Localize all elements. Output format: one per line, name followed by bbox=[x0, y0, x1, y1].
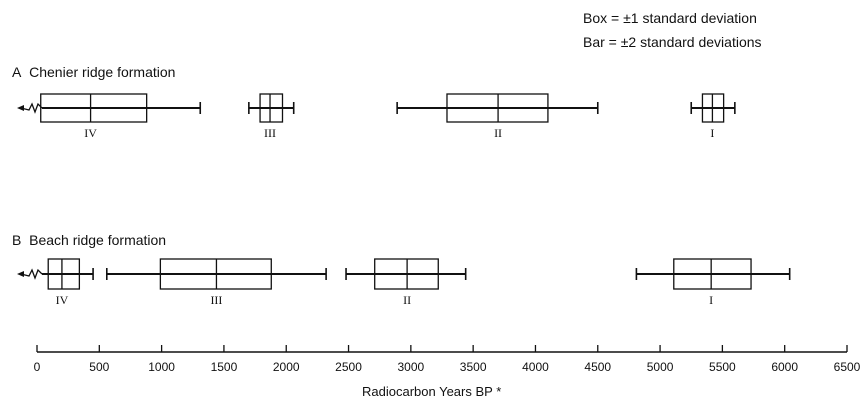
group-label: III bbox=[264, 126, 276, 140]
group-label: III bbox=[210, 293, 222, 307]
legend-bar-value: ±2 standard deviations bbox=[620, 34, 762, 50]
legend-bar: Bar = ±2 standard deviations bbox=[583, 34, 762, 50]
x-tick-label: 5500 bbox=[709, 360, 736, 374]
group-label: IV bbox=[84, 126, 97, 140]
x-tick-label: 3000 bbox=[397, 360, 424, 374]
x-tick-label: 4000 bbox=[522, 360, 549, 374]
x-tick-label: 3500 bbox=[460, 360, 487, 374]
sd1-box bbox=[673, 258, 752, 290]
sd1-box bbox=[259, 93, 284, 123]
x-tick-label: 2000 bbox=[273, 360, 300, 374]
panel-a-title: Chenier ridge formation bbox=[29, 64, 176, 80]
panel-a-letter: A bbox=[12, 64, 22, 80]
group-label: I bbox=[710, 126, 714, 140]
legend-box-value: ±1 standard deviation bbox=[623, 10, 757, 26]
group-label: IV bbox=[56, 293, 69, 307]
open-left-arrow bbox=[17, 105, 24, 111]
open-left-break-mark bbox=[20, 102, 43, 114]
sd1-box bbox=[40, 93, 148, 123]
x-tick-label: 5000 bbox=[647, 360, 674, 374]
panel-a-heading: A Chenier ridge formation bbox=[12, 64, 175, 80]
panel-b-title: Beach ridge formation bbox=[29, 232, 167, 248]
x-tick-label: 4500 bbox=[584, 360, 611, 374]
x-axis-label: Radiocarbon Years BP * bbox=[362, 384, 502, 399]
legend-box-label: Box = bbox=[583, 10, 620, 26]
x-tick-label: 6500 bbox=[834, 360, 861, 374]
open-left-break-mark bbox=[20, 268, 43, 280]
legend-box: Box = ±1 standard deviation bbox=[583, 10, 757, 26]
x-tick-label: 500 bbox=[89, 360, 109, 374]
x-tick-label: 6000 bbox=[771, 360, 798, 374]
open-left-arrow bbox=[17, 271, 24, 277]
group-label: II bbox=[403, 293, 411, 307]
sd1-box bbox=[47, 258, 81, 290]
x-tick-label: 1500 bbox=[211, 360, 238, 374]
x-tick-label: 0 bbox=[34, 360, 41, 374]
panel-b-heading: B Beach ridge formation bbox=[12, 232, 166, 248]
group-label: II bbox=[494, 126, 502, 140]
x-tick-label: 2500 bbox=[335, 360, 362, 374]
x-tick-label: 1000 bbox=[148, 360, 175, 374]
group-label: I bbox=[709, 293, 713, 307]
panel-b-letter: B bbox=[12, 232, 22, 248]
legend-bar-label: Bar = bbox=[583, 34, 617, 50]
